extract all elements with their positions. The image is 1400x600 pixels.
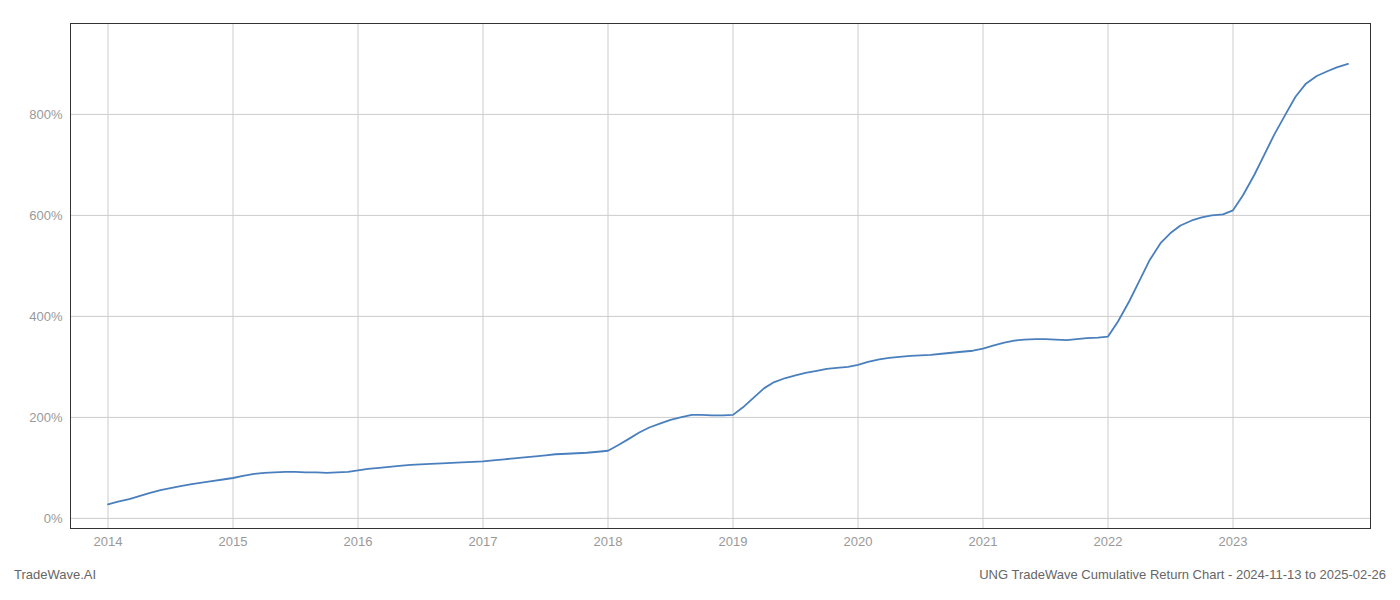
svg-text:600%: 600% xyxy=(29,208,63,223)
svg-text:400%: 400% xyxy=(29,309,63,324)
svg-text:2016: 2016 xyxy=(344,534,373,549)
svg-text:2019: 2019 xyxy=(719,534,748,549)
svg-text:200%: 200% xyxy=(29,410,63,425)
svg-text:2023: 2023 xyxy=(1219,534,1248,549)
svg-text:0%: 0% xyxy=(44,511,63,526)
html-text:TradeWave.AI: TradeWave.AI xyxy=(14,567,97,582)
svg-text:2020: 2020 xyxy=(844,534,873,549)
svg-text:2021: 2021 xyxy=(969,534,998,549)
svg-text:2014: 2014 xyxy=(94,534,123,549)
svg-text:2015: 2015 xyxy=(219,534,248,549)
svg-text:2017: 2017 xyxy=(469,534,498,549)
svg-text:2022: 2022 xyxy=(1094,534,1123,549)
svg-text:800%: 800% xyxy=(29,107,63,122)
html-text:UNG TradeWave Cumulative Retur: UNG TradeWave Cumulative Return Chart - … xyxy=(979,567,1386,582)
svg-text:2018: 2018 xyxy=(594,534,623,549)
